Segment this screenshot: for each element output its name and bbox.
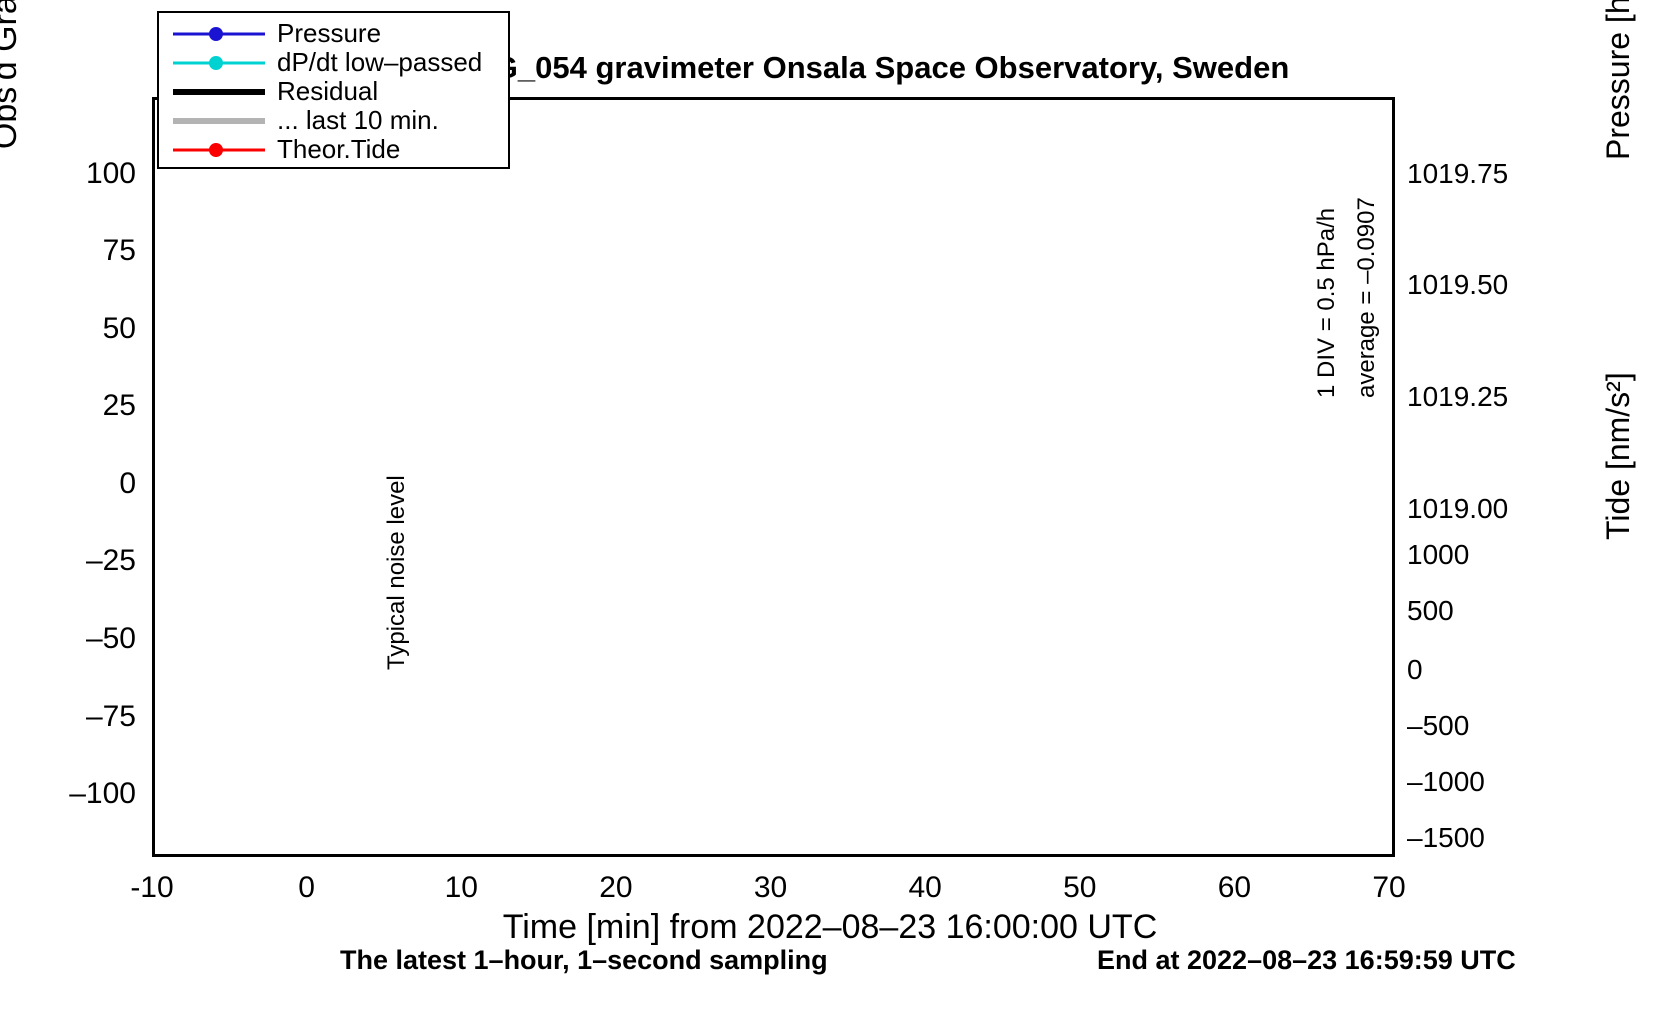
tide-tick-label: 0 (1407, 654, 1423, 686)
y-tick-label: 75 (102, 234, 136, 268)
pressure-tick-label: 1019.75 (1407, 157, 1509, 189)
y-tick-label: 100 (85, 156, 136, 190)
x-tick-label: 50 (1063, 871, 1097, 904)
legend-item-label: dP/dt low–passed (277, 47, 483, 77)
legend-swatch-icon (173, 140, 265, 160)
y-axis-pressure-label: Pressure [hPa] (1600, 0, 1636, 160)
tide-tick-label: –1500 (1407, 821, 1485, 853)
legend-item-3[interactable]: ... last 10 min. (159, 105, 508, 135)
x-tick-label: 40 (908, 871, 942, 904)
y-tick-label: –100 (69, 777, 136, 811)
y-tick-label: –75 (85, 699, 136, 733)
chart-legend: Pressure dP/dt low–passed Residual... last… (157, 11, 510, 169)
annotation-end-time: End at 2022–08–23 16:59:59 UTC (1097, 945, 1516, 975)
legend-swatch-icon (173, 53, 265, 73)
x-tick-label: 70 (1372, 871, 1406, 904)
x-tick-label: 60 (1217, 871, 1252, 904)
y-axis-tide-label: Tide [nm/s²] (1600, 372, 1636, 540)
annotation-div-scale: 1 DIV = 0.5 hPa/h (1313, 207, 1340, 398)
legend-swatch-icon (173, 111, 265, 131)
legend-item-1[interactable]: dP/dt low–passed (159, 47, 508, 77)
legend-item-label: Pressure (277, 18, 382, 48)
pressure-tick-label: 1019.00 (1407, 492, 1509, 524)
legend-swatch-icon (173, 24, 265, 44)
chart-title: SCG_054 gravimeter Onsala Space Observat… (450, 50, 1290, 85)
y-tick-label: 25 (102, 389, 136, 423)
pressure-tick-label: 1019.25 (1407, 380, 1509, 412)
annotation-average: average = –0.0907 (1353, 197, 1380, 398)
y-axis-left-label: Obs'd Gravity [nm/s²] (0, 0, 25, 250)
tide-tick-label: 500 (1407, 595, 1454, 627)
plot-traces (155, 100, 1392, 854)
legend-item-0[interactable]: Pressure (159, 18, 508, 48)
y-tick-label: –25 (85, 544, 136, 578)
annotation-noise-level: Typical noise level (383, 475, 410, 670)
x-axis-label: Time [min] from 2022–08–23 16:00:00 UTC (502, 908, 1158, 946)
tide-tick-label: –1000 (1407, 765, 1485, 797)
legend-item-4[interactable]: Theor.Tide (159, 134, 508, 164)
legend-item-label: Residual (277, 76, 379, 106)
y-tick-label: 0 (119, 466, 136, 500)
tide-tick-label: –500 (1407, 709, 1470, 741)
x-tick-label: 20 (599, 871, 633, 904)
legend-item-label: Theor.Tide (277, 134, 401, 164)
x-tick-label: -10 (130, 871, 174, 904)
y-tick-label: 50 (102, 311, 136, 345)
annotation-sampling-note: The latest 1–hour, 1–second sampling (340, 945, 828, 975)
x-tick-label: 30 (753, 871, 788, 904)
x-tick-label: 10 (444, 871, 478, 904)
legend-item-2[interactable]: Residual (159, 76, 508, 106)
x-tick-label: 0 (298, 871, 315, 904)
plot-area: The latest 1–hour, 1–second sampling End… (152, 97, 1516, 975)
tide-tick-label: 1000 (1407, 539, 1470, 571)
y-tick-label: –50 (85, 622, 136, 655)
legend-item-label: ... last 10 min. (277, 105, 439, 135)
legend-swatch-icon (173, 82, 265, 102)
pressure-tick-label: 1019.50 (1407, 269, 1509, 301)
